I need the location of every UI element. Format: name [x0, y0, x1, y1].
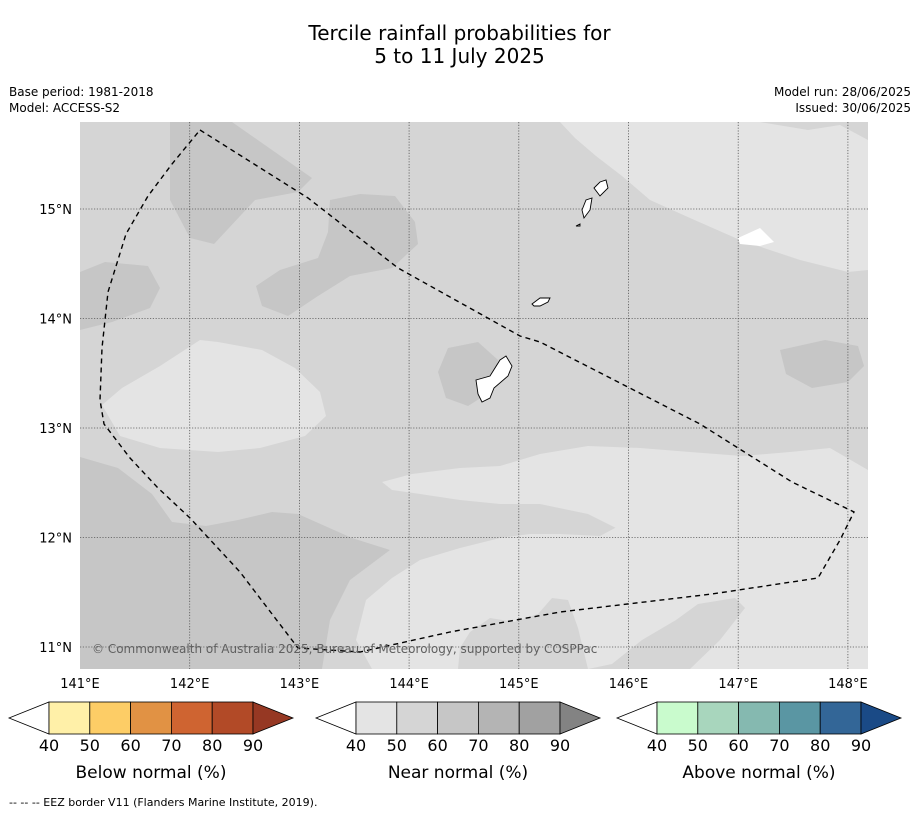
shade-60-70-top: [170, 122, 312, 244]
copyright-notice: © Commonwealth of Australia 2025, Bureau…: [92, 642, 597, 656]
shade-40-50-central-band: [356, 446, 868, 669]
island-rota: [531, 297, 551, 307]
latitude-label: 13°N: [39, 422, 72, 437]
legend-swatch-over: [860, 701, 903, 735]
legend-tick-label: 60: [728, 736, 748, 755]
legend-swatch: [170, 701, 213, 735]
legend-0: 40 50 60 70 80 90 Below normal (%): [7, 701, 295, 783]
legends: 40 50 60 70 80 90 Below normal (%) 40 50 60 70 80 90…: [7, 701, 903, 783]
legend-swatch: [437, 701, 479, 735]
legend-swatch: [819, 701, 862, 735]
legend-title: Below normal (%): [76, 763, 227, 783]
issued-text: Issued: 30/06/2025: [795, 101, 911, 115]
shade-60-70-north-central: [256, 194, 418, 316]
shade-below-40-east: [738, 228, 774, 246]
legend-swatch-under: [7, 701, 50, 735]
legend-swatch: [738, 701, 780, 735]
legend-swatch: [477, 701, 520, 735]
longitude-label: 144°E: [389, 677, 429, 692]
latitude-label: 12°N: [39, 532, 72, 547]
legend-tick-label: 90: [851, 736, 871, 755]
legend-tick-label: 40: [647, 736, 667, 755]
longitude-label: 141°E: [60, 677, 100, 692]
legend-swatch: [697, 701, 739, 735]
legend-swatch-over: [559, 701, 602, 735]
longitude-label: 145°E: [499, 677, 539, 692]
legend-1: 40 50 60 70 80 90 Near normal (%): [314, 701, 602, 783]
legend-swatch-over: [252, 701, 295, 735]
shade-40-50-northeast: [560, 122, 868, 272]
eez-border: [99, 129, 855, 653]
shade-60-70-south: [80, 457, 390, 669]
eez-footnote: -- -- -- EEZ border V11 (Flanders Marine…: [9, 796, 318, 809]
legend-swatch: [656, 701, 699, 735]
legend-swatch: [211, 701, 254, 735]
longitude-label: 146°E: [609, 677, 649, 692]
base-period-text: Base period: 1981-2018: [9, 85, 154, 99]
legend-swatch: [89, 701, 132, 735]
legend-title: Above normal (%): [682, 763, 835, 783]
legend-2: 40 50 60 70 80 90 Above normal (%): [615, 701, 903, 783]
legend-tick-label: 80: [509, 736, 529, 755]
meta-right: Model run: 28/06/2025 Issued: 30/06/2025: [774, 84, 911, 116]
legend-tick-label: 60: [120, 736, 140, 755]
legend-tick-label: 80: [810, 736, 830, 755]
model-run-text: Model run: 28/06/2025: [773, 85, 911, 99]
legend-swatch: [130, 701, 172, 735]
legend-tick-label: 60: [427, 736, 447, 755]
legend-tick-label: 90: [550, 736, 570, 755]
legend-tick-label: 50: [387, 736, 407, 755]
longitude-label: 148°E: [828, 677, 868, 692]
legend-swatch-under: [314, 701, 357, 735]
latitude-label: 11°N: [39, 641, 72, 656]
legend-tick-label: 40: [346, 736, 366, 755]
legend-tick-label: 50: [80, 736, 100, 755]
legend-tick-label: 90: [243, 736, 263, 755]
title-line-2: 5 to 11 July 2025: [374, 44, 545, 68]
latitude-labels: 15°N 14°N 13°N 12°N 11°N: [39, 203, 72, 656]
island-aguijan: [575, 223, 581, 227]
legend-swatch: [396, 701, 438, 735]
legend-title: Near normal (%): [388, 763, 528, 783]
model-text: Model: ACCESS-S2: [9, 101, 121, 115]
longitude-label: 147°E: [718, 677, 758, 692]
island-tinian: [581, 197, 593, 220]
longitude-label: 143°E: [280, 677, 320, 692]
legend-tick-label: 80: [202, 736, 222, 755]
islands: [475, 179, 609, 403]
legend-tick-label: 40: [39, 736, 59, 755]
longitude-label: 142°E: [170, 677, 210, 692]
island-guam: [475, 355, 513, 403]
map-title: Tercile rainfall probabilities for 5 to …: [0, 22, 919, 68]
legend-swatch-under: [615, 701, 658, 735]
island-saipan: [593, 179, 609, 197]
longitude-labels: 141°E 142°E 143°E 144°E 145°E 146°E 147°E 148°E: [60, 677, 867, 692]
legend-tick-label: 50: [688, 736, 708, 755]
meta-left: Base period: 1981-2018 Model: ACCESS-S2: [9, 84, 154, 116]
shade-60-70-east: [780, 340, 864, 388]
title-line-1: Tercile rainfall probabilities for: [308, 21, 611, 45]
legend-tick-label: 70: [769, 736, 789, 755]
legend-tick-label: 70: [161, 736, 181, 755]
legend-swatch: [518, 701, 561, 735]
latitude-label: 14°N: [39, 313, 72, 328]
legend-swatch: [355, 701, 398, 735]
shade-40-50-center-left: [102, 340, 326, 452]
legend-tick-label: 70: [468, 736, 488, 755]
probability-shading: [80, 122, 868, 669]
shade-60-70-west: [80, 262, 160, 330]
legend-swatch: [48, 701, 91, 735]
legend-swatch: [779, 701, 821, 735]
latitude-label: 15°N: [39, 203, 72, 218]
